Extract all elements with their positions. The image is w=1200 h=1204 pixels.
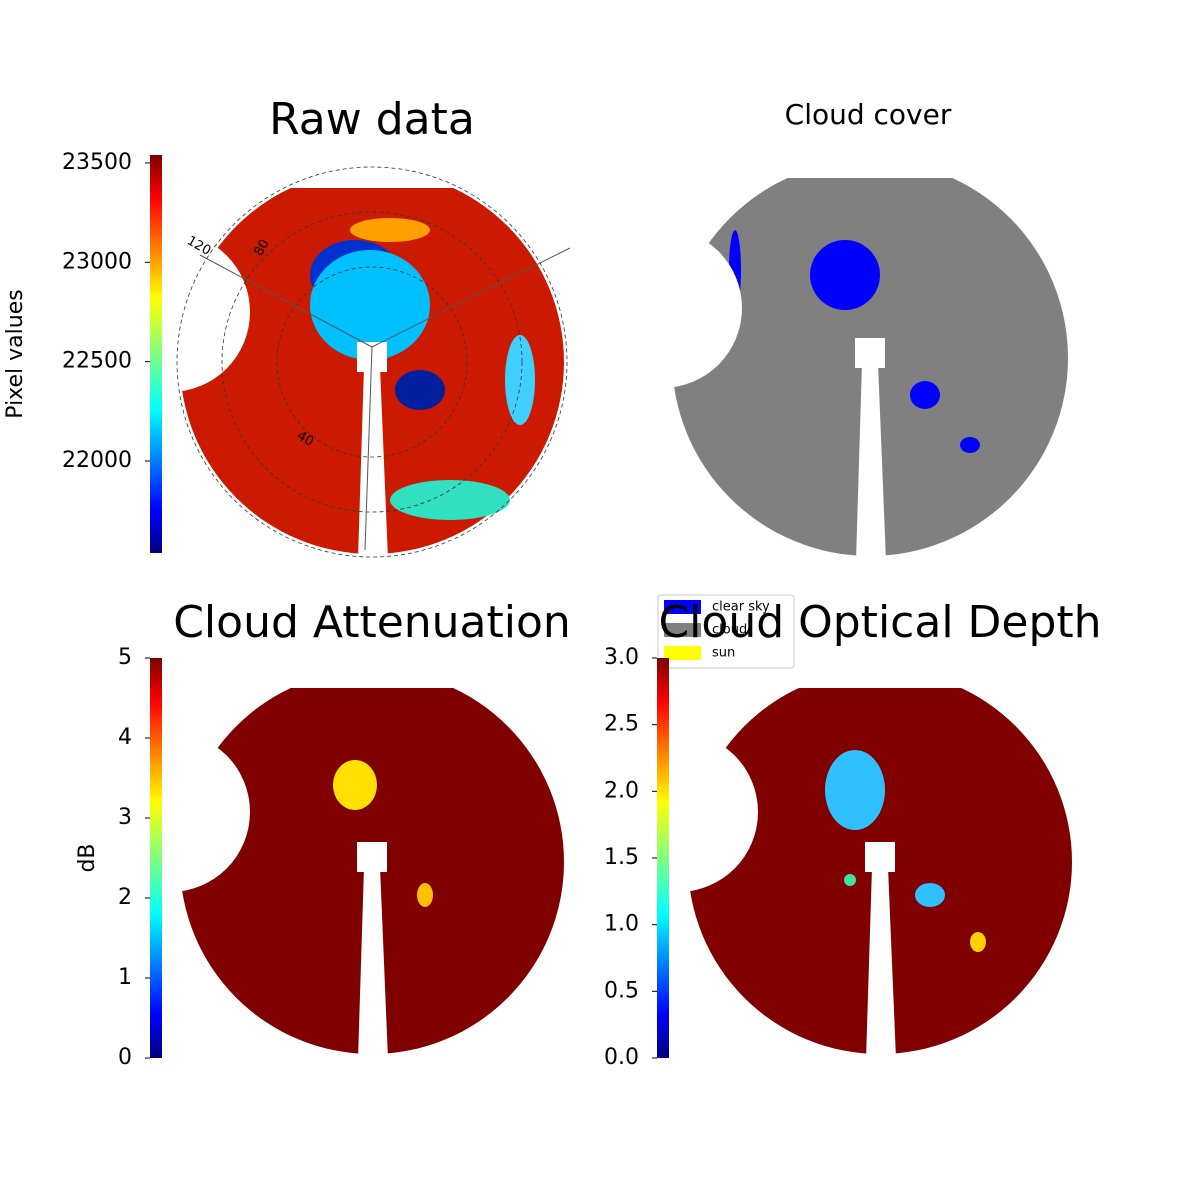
image-feature (844, 874, 856, 886)
image-mask (358, 867, 388, 1059)
panel-title: Cloud Attenuation (173, 597, 571, 648)
image-feature (395, 370, 445, 410)
image-feature (505, 335, 535, 425)
image-mask (358, 367, 388, 559)
images (90, 150, 1082, 1059)
image-mask (662, 150, 1078, 178)
image-feature (350, 218, 430, 242)
sky-image (582, 150, 1078, 561)
panel-title: Cloud cover (785, 98, 952, 131)
colorbar-tick-label: 22500 (62, 349, 132, 374)
image-mask (357, 842, 387, 872)
colorbar-tick-label: 2.0 (604, 778, 639, 803)
colorbar-tick-label: 3.0 (604, 645, 639, 670)
colorbar-label: Pixel values (3, 289, 28, 418)
colorbar (150, 155, 162, 553)
colorbar-tick-label: 0.5 (604, 978, 639, 1003)
legend-label: cloud (712, 623, 747, 638)
image-mask (90, 732, 250, 892)
image-feature (390, 480, 510, 520)
image-feature (910, 381, 940, 409)
colorbar-tick-label: 5 (118, 645, 132, 670)
polar-grid (176, 166, 568, 558)
image-feature (915, 883, 945, 907)
image-mask (170, 160, 574, 188)
polar-grid (276, 266, 468, 458)
colorbar-tick-label: 0 (118, 1045, 132, 1070)
polar-axis (199, 254, 373, 348)
image-mask (598, 732, 758, 892)
colorbar-tick-label: 1.5 (604, 845, 639, 870)
colorbar-tick-label: 0.0 (604, 1045, 639, 1070)
image-feature (825, 750, 885, 830)
colorbar-tick-label: 3 (118, 805, 132, 830)
colorbar-tick-label: 23500 (62, 150, 132, 175)
sky-image (598, 660, 1082, 1059)
legend-label: clear sky (712, 600, 770, 615)
image-mask (856, 363, 886, 561)
image-mask (865, 842, 895, 872)
image-mask (866, 867, 896, 1059)
panel-title: Raw data (269, 94, 475, 145)
polar-label: 80 (252, 237, 273, 259)
image-feature (810, 240, 880, 310)
image-mask (90, 232, 250, 392)
polar-axis (371, 247, 571, 348)
image-feature (333, 760, 377, 810)
legend-swatch (664, 623, 701, 637)
colorbar-tick-label: 2.5 (604, 712, 639, 737)
colorbar-label: dB (75, 843, 100, 872)
legend-label: sun (712, 646, 735, 661)
colorbar-tick-label: 1.0 (604, 912, 639, 937)
colorbar-tick-label: 4 (118, 725, 132, 750)
image-feature (417, 883, 433, 907)
image-feature (960, 437, 980, 453)
sky-image (90, 160, 574, 559)
annotations: Raw data 22000 22500 23000 23500 Pixel values… (3, 94, 1102, 1070)
colorbar-tick-label: 1 (118, 965, 132, 990)
legend-swatch (664, 600, 701, 614)
sky-image (90, 660, 574, 1059)
colorbar (657, 658, 669, 1058)
image-feature (970, 932, 986, 952)
polar-axis (364, 346, 373, 551)
colorbar (150, 658, 162, 1058)
image-mask (855, 338, 885, 368)
image-mask (582, 228, 742, 388)
colorbar-tick-label: 22000 (62, 448, 132, 473)
legend-swatch (664, 646, 701, 660)
colorbar-tick-label: 23000 (62, 249, 132, 274)
colorbar-tick-label: 2 (118, 885, 132, 910)
polar-grid (221, 211, 523, 513)
polar-label: 40 (294, 429, 316, 450)
image-mask (170, 660, 574, 688)
panel-title: Cloud Optical Depth (658, 597, 1101, 648)
